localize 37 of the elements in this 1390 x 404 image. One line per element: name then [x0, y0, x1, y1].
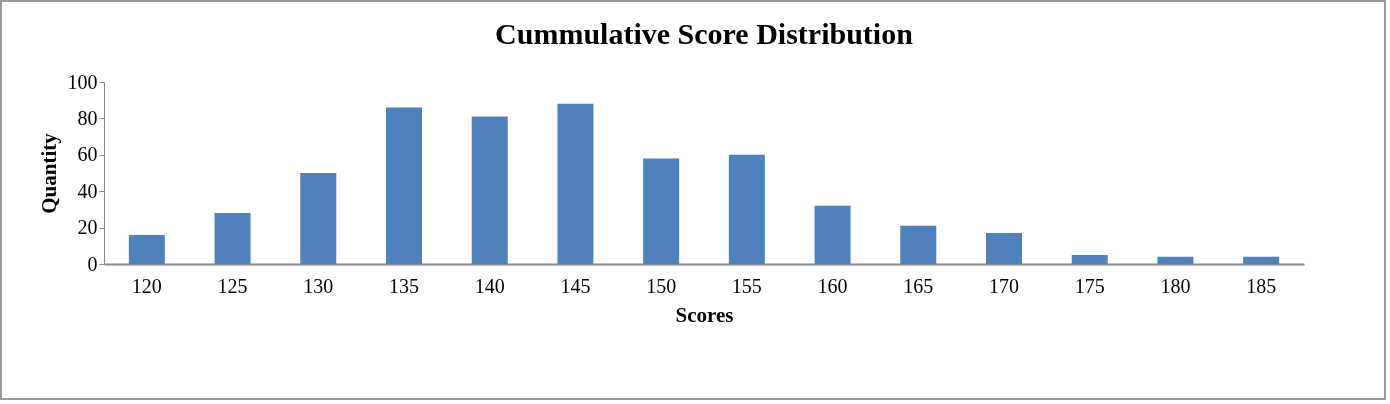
y-axis-title: Quantity — [36, 132, 61, 214]
bar — [128, 234, 165, 264]
y-tick-label: 100 — [67, 70, 98, 93]
y-tick-label: 40 — [77, 179, 98, 202]
x-tick-label: 165 — [903, 274, 934, 297]
y-tick-label: 20 — [77, 216, 98, 239]
bar — [728, 154, 765, 264]
x-tick-label: 125 — [217, 274, 248, 297]
bar — [1157, 256, 1194, 264]
bar — [300, 173, 337, 264]
bar — [1071, 254, 1108, 264]
y-tick-label: 60 — [77, 143, 98, 166]
chart-title: Cummulative Score Distribution — [495, 17, 914, 50]
x-tick-label: 150 — [646, 274, 677, 297]
x-tick-label: 155 — [731, 274, 762, 297]
x-tick-label: 135 — [389, 274, 419, 297]
x-tick-label: 180 — [1160, 274, 1191, 297]
bar — [643, 158, 680, 264]
bar — [214, 213, 251, 264]
bar — [557, 103, 594, 264]
x-tick-label: 130 — [303, 274, 334, 297]
x-tick-label: 160 — [817, 274, 848, 297]
y-tick-label: 80 — [77, 106, 98, 129]
x-tick-label: 185 — [1246, 274, 1277, 297]
bar — [986, 233, 1022, 264]
x-tick-label: 120 — [131, 274, 162, 297]
bar — [386, 107, 422, 264]
x-tick-label: 145 — [560, 274, 591, 297]
bar — [1243, 256, 1280, 264]
x-tick-label: 170 — [989, 274, 1019, 297]
x-tick-label: 140 — [474, 274, 505, 297]
x-axis-title: Scores — [675, 302, 734, 327]
x-tick-label: 175 — [1074, 274, 1105, 297]
bar — [471, 116, 508, 264]
y-tick-label: 0 — [87, 252, 98, 275]
bar — [814, 205, 851, 264]
bar — [900, 225, 937, 264]
